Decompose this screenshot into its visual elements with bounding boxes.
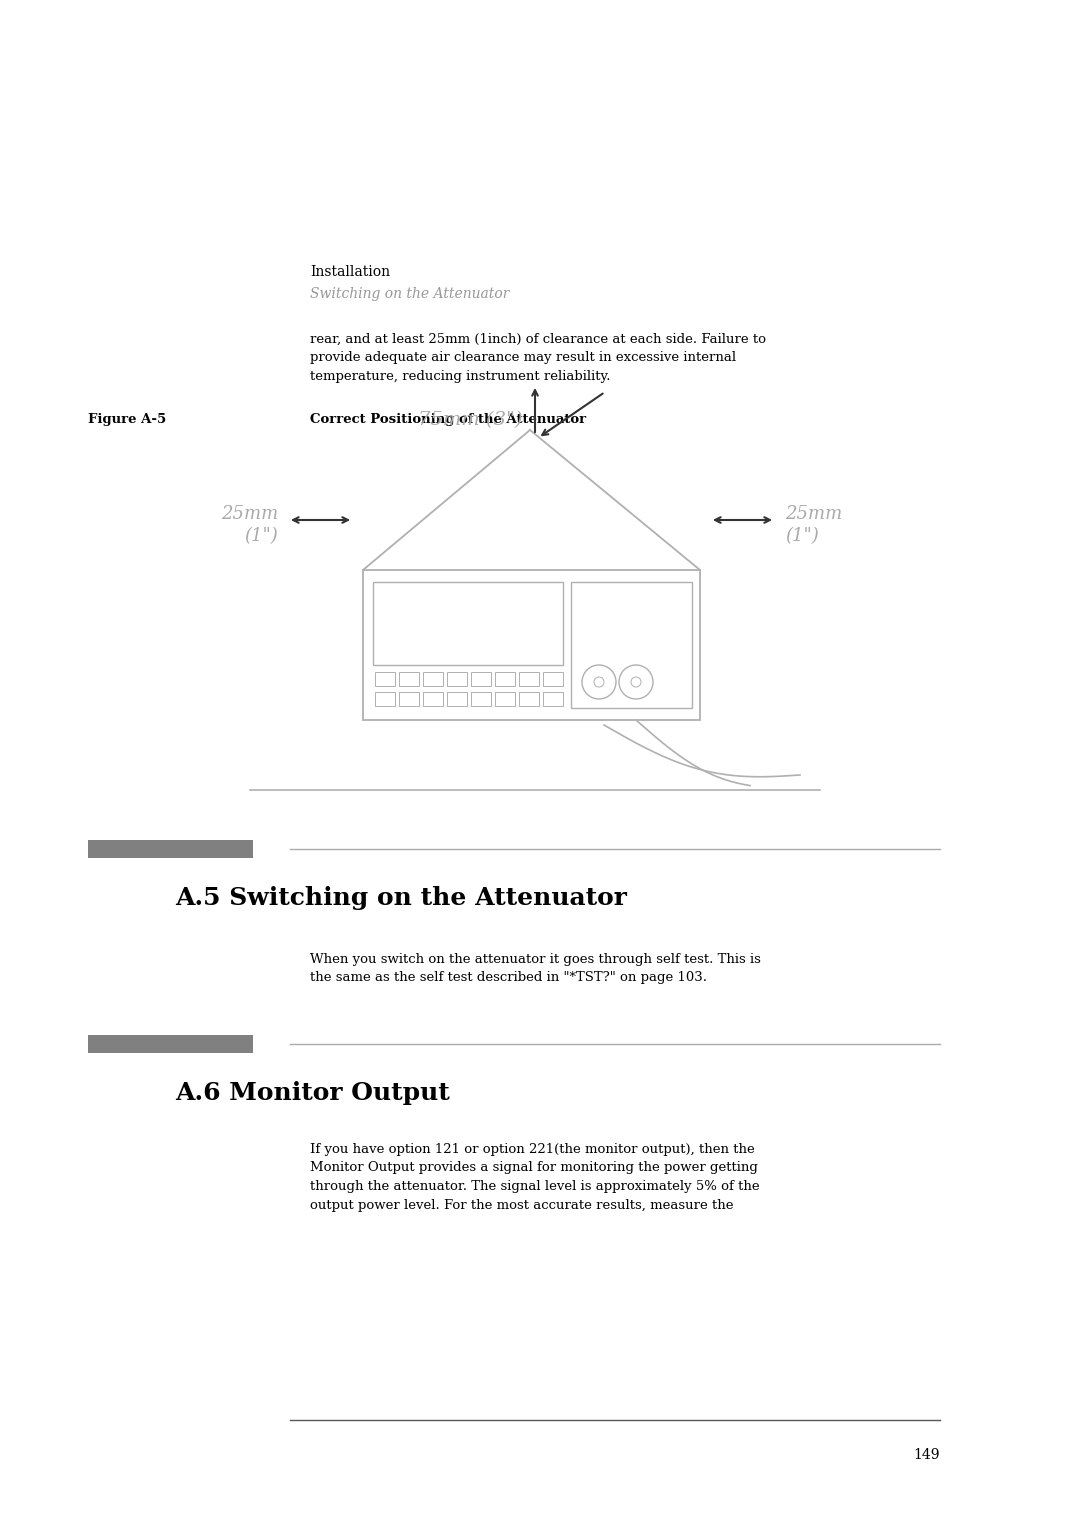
Text: Figure A-5: Figure A-5 xyxy=(87,413,166,426)
Bar xyxy=(471,692,491,706)
Bar xyxy=(543,672,563,686)
Bar xyxy=(399,672,419,686)
Text: 75mm (3"): 75mm (3") xyxy=(418,411,523,429)
Bar xyxy=(495,692,515,706)
Bar xyxy=(87,1034,253,1053)
Bar xyxy=(519,672,539,686)
Bar xyxy=(375,692,395,706)
Bar xyxy=(571,582,692,707)
Bar xyxy=(447,692,467,706)
Text: Switching on the Attenuator: Switching on the Attenuator xyxy=(310,287,510,301)
Circle shape xyxy=(582,665,616,698)
Circle shape xyxy=(631,677,642,688)
Text: 149: 149 xyxy=(914,1449,940,1462)
Bar xyxy=(423,672,443,686)
Bar xyxy=(471,672,491,686)
Text: Correct Positioning of the Attenuator: Correct Positioning of the Attenuator xyxy=(310,413,586,426)
Bar xyxy=(447,672,467,686)
Text: If you have option 121 or option 221(the monitor output), then the
Monitor Outpu: If you have option 121 or option 221(the… xyxy=(310,1143,759,1212)
Circle shape xyxy=(619,665,653,698)
Text: 25mm
(1"): 25mm (1") xyxy=(785,504,842,545)
Bar xyxy=(543,692,563,706)
Bar xyxy=(375,672,395,686)
Bar xyxy=(495,672,515,686)
Bar xyxy=(399,692,419,706)
Text: A.5 Switching on the Attenuator: A.5 Switching on the Attenuator xyxy=(175,886,626,911)
Text: A.6 Monitor Output: A.6 Monitor Output xyxy=(175,1080,449,1105)
Text: rear, and at least 25mm (1inch) of clearance at each side. Failure to
provide ad: rear, and at least 25mm (1inch) of clear… xyxy=(310,333,766,384)
Bar xyxy=(87,840,253,859)
Bar xyxy=(363,570,700,720)
Bar xyxy=(519,692,539,706)
Bar xyxy=(423,692,443,706)
Text: When you switch on the attenuator it goes through self test. This is
the same as: When you switch on the attenuator it goe… xyxy=(310,953,761,984)
Text: Installation: Installation xyxy=(310,264,390,280)
Bar xyxy=(373,582,563,665)
Circle shape xyxy=(594,677,604,688)
Text: 25mm
(1"): 25mm (1") xyxy=(220,504,278,545)
